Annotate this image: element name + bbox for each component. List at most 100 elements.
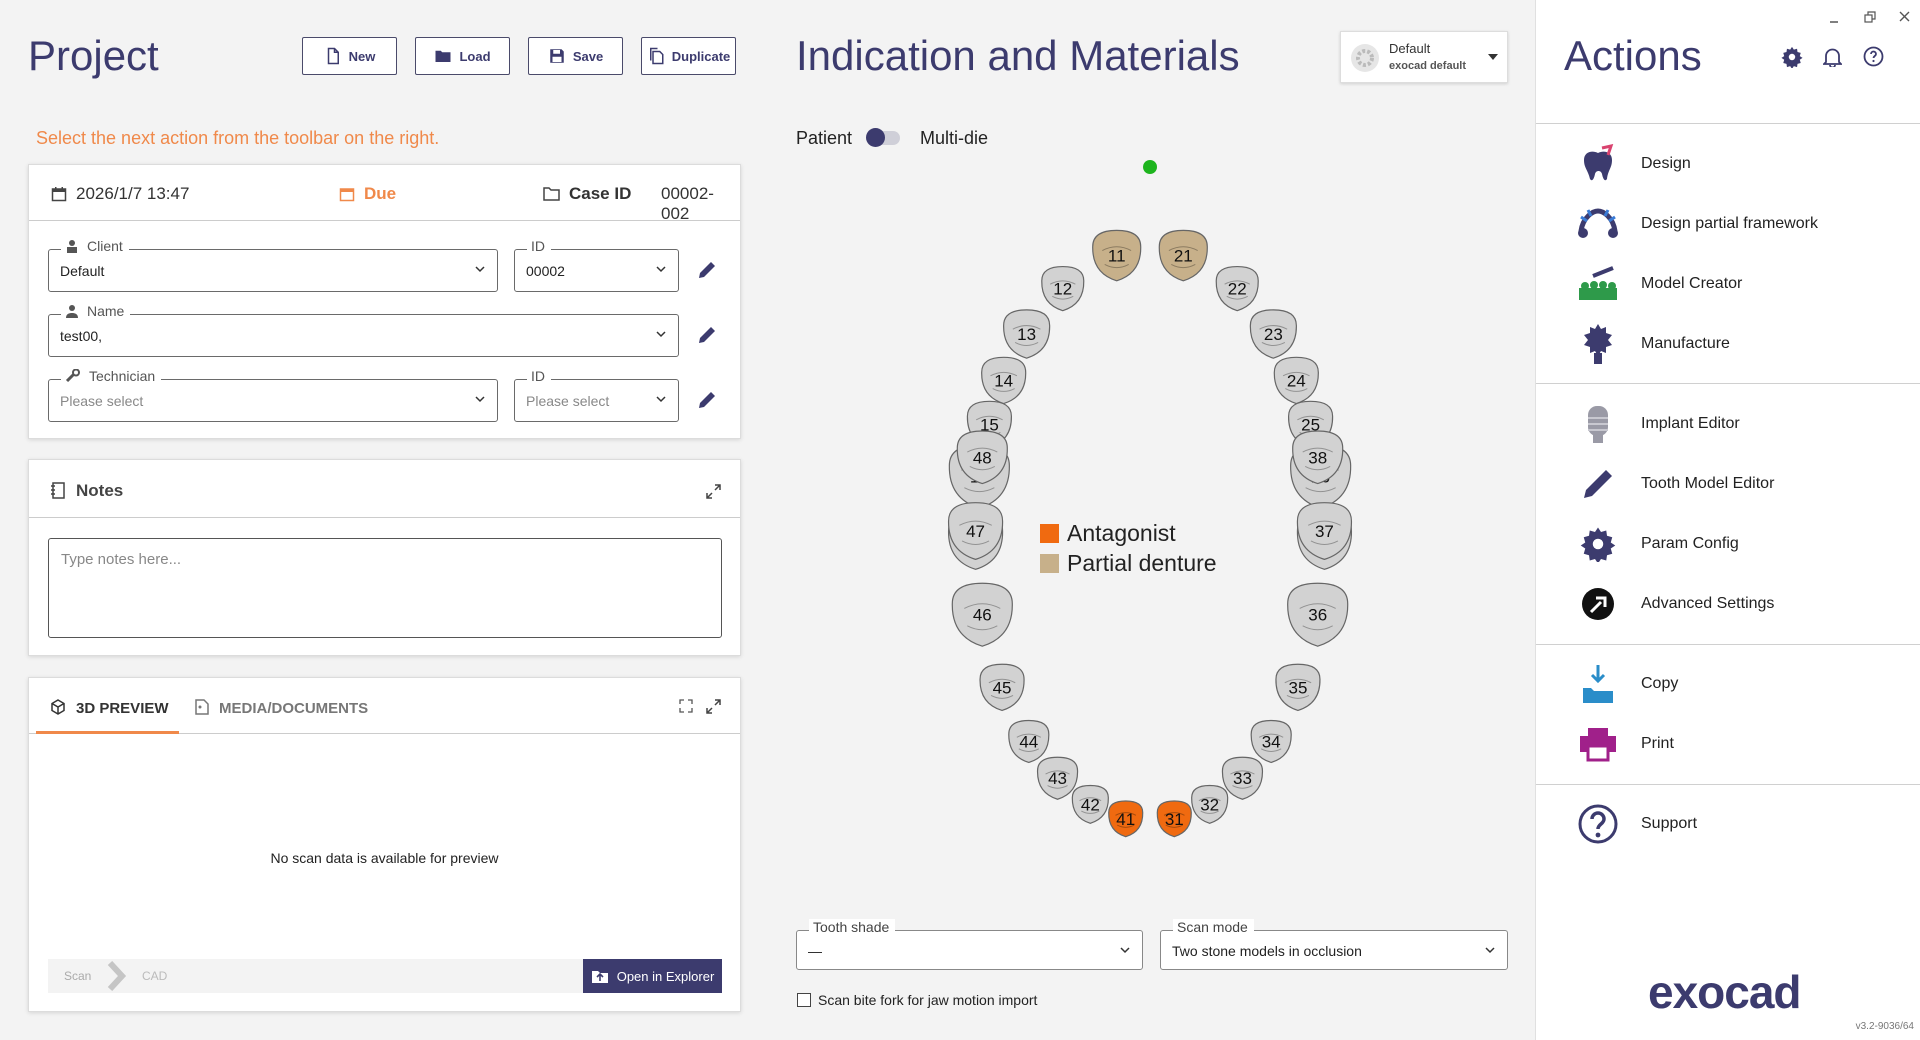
tooth-46[interactable]: 46 bbox=[951, 582, 1013, 647]
edit-client-pencil-icon[interactable] bbox=[696, 259, 718, 281]
tooth-13[interactable]: 13 bbox=[1003, 309, 1051, 359]
tooth-11[interactable]: 11 bbox=[1092, 229, 1142, 282]
expand-icon[interactable] bbox=[705, 698, 722, 715]
tooth-detail bbox=[1259, 325, 1288, 346]
tooth-design-icon bbox=[1576, 142, 1620, 186]
profile-gear-icon bbox=[1351, 44, 1379, 72]
client-label: Client bbox=[87, 238, 123, 254]
due-calendar-icon[interactable] bbox=[339, 186, 355, 202]
restore-icon[interactable] bbox=[1864, 11, 1876, 23]
advanced-settings-icon bbox=[1576, 582, 1620, 626]
action-design-partial-framework[interactable]: Design partial framework bbox=[1576, 200, 1818, 248]
close-icon[interactable] bbox=[1899, 11, 1910, 22]
tooth-23[interactable]: 23 bbox=[1249, 309, 1297, 359]
tooth-22[interactable]: 22 bbox=[1215, 265, 1259, 312]
tooth-37[interactable]: 37 bbox=[1296, 502, 1353, 560]
tooth-number: 12 bbox=[1053, 280, 1072, 299]
minimize-icon[interactable] bbox=[1829, 14, 1839, 24]
tooth-35[interactable]: 35 bbox=[1275, 663, 1321, 712]
profile-dropdown[interactable]: Default exocad default bbox=[1340, 31, 1508, 83]
action-param-config[interactable]: Param Config bbox=[1576, 520, 1739, 568]
settings-gear-icon[interactable] bbox=[1781, 46, 1803, 68]
action-advanced-settings[interactable]: Advanced Settings bbox=[1576, 580, 1774, 628]
tooth-42[interactable]: 42 bbox=[1071, 784, 1109, 824]
tooth-21[interactable]: 21 bbox=[1158, 229, 1208, 282]
new-button[interactable]: New bbox=[302, 37, 397, 75]
profile-sub: exocad default bbox=[1389, 60, 1467, 72]
edit-name-pencil-icon[interactable] bbox=[696, 324, 718, 346]
tooth-43[interactable]: 43 bbox=[1036, 756, 1079, 800]
bell-icon[interactable] bbox=[1823, 47, 1842, 67]
tooth-shape bbox=[1250, 719, 1292, 764]
tooth-24[interactable]: 24 bbox=[1273, 356, 1319, 405]
tooth-38[interactable]: 38 bbox=[1292, 430, 1344, 485]
patient-multidie-toggle[interactable] bbox=[866, 128, 900, 147]
step-cad[interactable]: CAD bbox=[142, 969, 168, 983]
load-button[interactable]: Load bbox=[415, 37, 510, 75]
tooth-48[interactable]: 48 bbox=[956, 430, 1008, 485]
action-copy[interactable]: Copy bbox=[1576, 660, 1678, 708]
tooth-32[interactable]: 32 bbox=[1191, 784, 1229, 824]
notes-textarea[interactable]: Type notes here... bbox=[48, 538, 722, 638]
tooth-number: 36 bbox=[1308, 606, 1327, 625]
bite-fork-checkbox[interactable] bbox=[797, 993, 811, 1007]
technician-select[interactable]: Technician Please select bbox=[48, 368, 498, 422]
tooth-33[interactable]: 33 bbox=[1221, 756, 1264, 800]
tooth-14[interactable]: 14 bbox=[981, 356, 1027, 405]
notes-title: Notes bbox=[76, 481, 124, 500]
action-implant-editor[interactable]: Implant Editor bbox=[1576, 400, 1740, 448]
tooth-45[interactable]: 45 bbox=[979, 663, 1025, 712]
chevron-right-icon bbox=[107, 961, 127, 991]
tooth-shade-select[interactable]: Tooth shade — bbox=[796, 919, 1143, 970]
expand-icon[interactable] bbox=[705, 483, 722, 500]
edit-technician-pencil-icon[interactable] bbox=[696, 389, 718, 411]
tooth-44[interactable]: 44 bbox=[1008, 719, 1050, 764]
action-support[interactable]: Support bbox=[1576, 800, 1697, 848]
next-action-hint: Select the next action from the toolbar … bbox=[36, 128, 440, 148]
tab-media-documents[interactable]: MEDIA/DOCUMENTS bbox=[194, 678, 384, 734]
save-button[interactable]: Save bbox=[528, 37, 623, 75]
tooth-chart[interactable]: 1817161514131211212223242526272848474645… bbox=[780, 150, 1535, 910]
tooth-detail bbox=[1115, 812, 1137, 828]
tooth-41[interactable]: 41 bbox=[1108, 800, 1144, 838]
duplicate-button[interactable]: Duplicate bbox=[641, 37, 736, 75]
tooth-detail bbox=[1168, 246, 1198, 269]
tooth-47[interactable]: 47 bbox=[947, 502, 1004, 560]
client-id-select[interactable]: ID 00002 bbox=[514, 238, 679, 292]
chevron-down-icon bbox=[475, 266, 485, 273]
case-date: 2026/1/7 13:47 bbox=[76, 184, 190, 203]
step-scan[interactable]: Scan bbox=[64, 969, 92, 983]
tooth-shape bbox=[1156, 800, 1192, 838]
technician-id-select[interactable]: ID Please select bbox=[514, 368, 679, 422]
tab-3d-preview[interactable]: 3D PREVIEW bbox=[36, 678, 179, 734]
tooth-number: 21 bbox=[1174, 247, 1193, 266]
scan-mode-label-wrap: Scan mode bbox=[1173, 919, 1254, 935]
tooth-number: 43 bbox=[1048, 769, 1067, 788]
fullscreen-icon[interactable] bbox=[679, 699, 693, 713]
action-manufacture[interactable]: Manufacture bbox=[1576, 320, 1730, 368]
action-model-creator[interactable]: Model Creator bbox=[1576, 260, 1742, 308]
tooth-34[interactable]: 34 bbox=[1250, 719, 1292, 764]
copy-icon bbox=[1576, 662, 1620, 706]
action-design[interactable]: Design bbox=[1576, 140, 1691, 188]
tooth-31[interactable]: 31 bbox=[1156, 800, 1192, 838]
technician-id-label-wrap: ID bbox=[527, 368, 551, 384]
tab-media-label: MEDIA/DOCUMENTS bbox=[219, 700, 369, 717]
client-select[interactable]: Client Default bbox=[48, 238, 498, 292]
tooth-36[interactable]: 36 bbox=[1287, 582, 1349, 647]
name-select[interactable]: Name test00, bbox=[48, 303, 679, 357]
open-in-explorer-button[interactable]: Open in Explorer bbox=[583, 959, 722, 993]
chevron-down-icon bbox=[1485, 947, 1495, 954]
tooth-detail bbox=[959, 520, 992, 545]
tooth-number: 46 bbox=[973, 606, 992, 625]
help-icon[interactable] bbox=[1863, 46, 1884, 67]
action-print[interactable]: Print bbox=[1576, 720, 1674, 768]
action-label: Design partial framework bbox=[1641, 215, 1818, 232]
due-label[interactable]: Due bbox=[364, 184, 397, 203]
scan-mode-select[interactable]: Scan mode Two stone models in occlusion bbox=[1160, 919, 1508, 970]
duplicate-icon bbox=[649, 47, 664, 65]
action-label: Print bbox=[1641, 735, 1674, 752]
action-tooth-model-editor[interactable]: Tooth Model Editor bbox=[1576, 460, 1774, 508]
tooth-12[interactable]: 12 bbox=[1041, 265, 1085, 312]
partial-denture-label: Partial denture bbox=[1067, 549, 1217, 576]
